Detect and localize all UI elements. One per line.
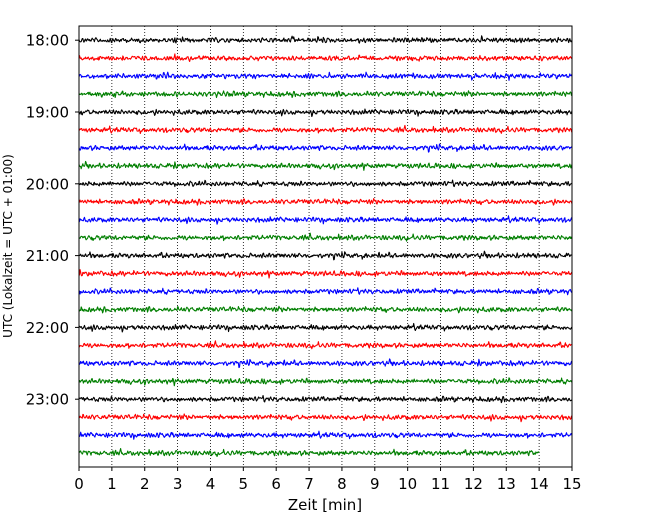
plot-frame [78, 25, 573, 468]
trace-2145 [78, 305, 573, 314]
trace-2130 [78, 287, 573, 296]
y-axis-label: UTC (Lokalzeit = UTC + 01:00) [1, 154, 15, 338]
trace-layer [78, 35, 573, 457]
trace-2345 [78, 448, 540, 457]
y-tick-label: 21:00 [26, 247, 69, 265]
x-tick-label: 4 [206, 475, 216, 493]
x-tick-label: 10 [398, 475, 417, 493]
trace-2000 [78, 179, 573, 188]
x-tick-label: 8 [337, 475, 347, 493]
x-tick-label: 7 [304, 475, 314, 493]
trace-2315 [78, 413, 573, 423]
trace-1830 [78, 71, 573, 81]
x-tick-label: 2 [140, 475, 150, 493]
x-tick-label: 1 [107, 475, 117, 493]
trace-1900 [78, 108, 573, 118]
trace-2215 [78, 340, 573, 350]
x-tick-label: 12 [464, 475, 483, 493]
x-axis-label: Zeit [min] [288, 496, 362, 514]
x-tick-label: 3 [173, 475, 183, 493]
trace-2230 [78, 358, 573, 369]
trace-2030 [78, 215, 573, 225]
x-tick-label: 13 [497, 475, 516, 493]
x-tick-label: 14 [530, 475, 549, 493]
trace-1815 [78, 53, 573, 63]
x-tick-label: 5 [239, 475, 249, 493]
x-tick-label: 11 [431, 475, 450, 493]
y-tick-label: 23:00 [26, 391, 69, 409]
trace-2200 [78, 322, 573, 333]
trace-2300 [78, 394, 573, 404]
trace-2015 [78, 198, 573, 206]
y-tick-label: 19:00 [26, 104, 69, 122]
trace-2330 [78, 430, 573, 440]
x-tick-label: 9 [370, 475, 380, 493]
y-tick-label: 20:00 [26, 175, 69, 193]
trace-1945 [78, 160, 573, 171]
trace-1915 [78, 124, 573, 135]
trace-2045 [78, 232, 573, 242]
y-axis: 18:00 19:00 20:00 21:00 22:00 23:00 [26, 32, 79, 409]
x-tick-label: 15 [562, 475, 581, 493]
x-tick-label: 6 [271, 475, 281, 493]
y-tick-label: 18:00 [26, 32, 69, 50]
trace-2115 [78, 269, 573, 279]
plot-area [79, 26, 572, 467]
trace-2245 [78, 377, 573, 387]
x-tick-label: 0 [74, 475, 84, 493]
x-axis: 0 1 2 3 4 5 6 7 8 9 10 11 12 13 14 15 [74, 467, 582, 493]
trace-1845 [78, 90, 573, 99]
trace-1930 [78, 143, 573, 153]
trace-2100 [78, 250, 573, 261]
y-tick-label: 22:00 [26, 319, 69, 337]
trace-1800 [78, 35, 573, 44]
